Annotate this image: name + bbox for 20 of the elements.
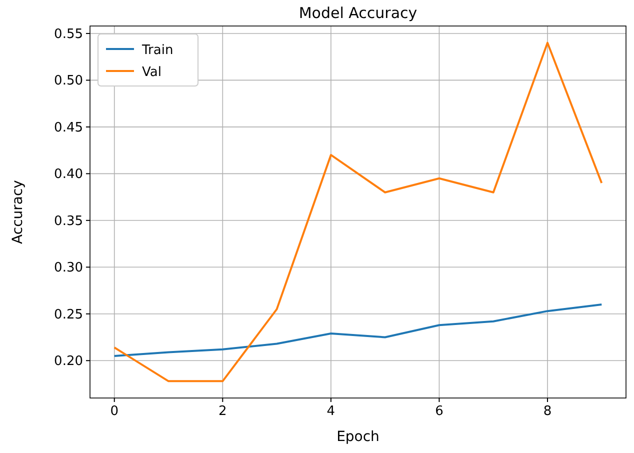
legend-label: Train	[141, 43, 174, 58]
legend-label: Val	[142, 65, 162, 80]
x-tick-label: 6	[435, 404, 444, 419]
y-axis-title: Accuracy	[10, 180, 26, 244]
x-tick-label: 8	[543, 404, 552, 419]
y-tick-label: 0.35	[54, 214, 83, 229]
y-tick-label: 0.40	[54, 167, 83, 182]
chart-title: Model Accuracy	[298, 4, 418, 22]
line-series	[113, 304, 603, 357]
x-tick-label: 4	[326, 404, 336, 419]
y-tick-label: 0.55	[54, 26, 83, 42]
y-tick-label: 0.50	[54, 74, 83, 89]
y-tick-label: 0.25	[54, 307, 83, 322]
x-tick-label: 0	[110, 404, 119, 419]
x-axis-title: Epoch	[336, 429, 380, 445]
y-tick-label: 0.30	[54, 260, 83, 276]
y-tick-label: 0.20	[54, 354, 83, 370]
y-tick-label: 0.45	[54, 120, 83, 136]
x-tick-label: 2	[218, 404, 227, 419]
line-series	[113, 42, 603, 382]
